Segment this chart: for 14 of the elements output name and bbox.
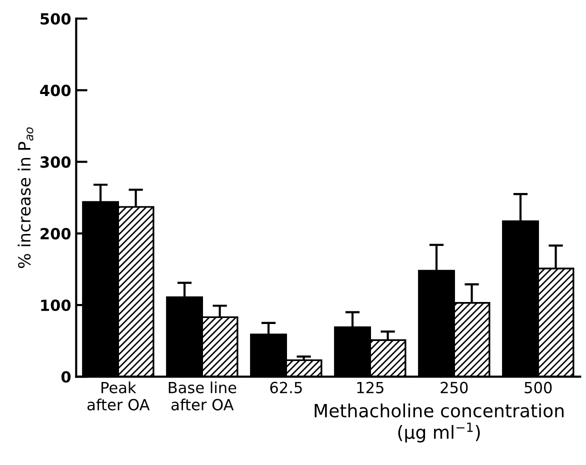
y-tick-label: 400	[40, 84, 71, 96]
y-tick-label: 300	[40, 156, 71, 168]
x-tick-label: Peak after OA	[87, 382, 150, 410]
y-tick-label: 500	[40, 13, 71, 25]
y-tick-label: 200	[40, 228, 71, 240]
y-tick-label: 100	[41, 300, 71, 312]
x-tick-label: 250	[440, 382, 468, 394]
y-tick-label: 0	[61, 371, 71, 383]
x-tick-label: 500	[524, 382, 552, 394]
x-tick-label: 125	[357, 382, 384, 394]
x-axis-title: Methacholine concentration (μg ml$^{−1}$)	[314, 404, 564, 442]
y-axis-title: % increase in P$_{ao}$	[18, 127, 34, 268]
x-tick-label: 62.5	[270, 382, 302, 394]
x-tick-label: Base line after OA	[168, 382, 236, 410]
